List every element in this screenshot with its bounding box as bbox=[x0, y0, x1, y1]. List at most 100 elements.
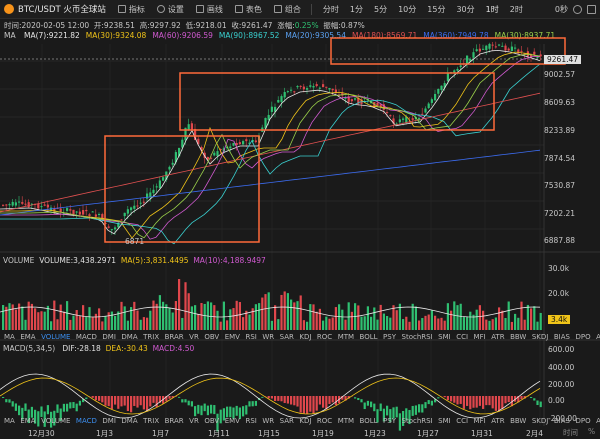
indicator-tab-obv[interactable]: OBV bbox=[204, 333, 219, 341]
macd-bar bbox=[210, 405, 212, 414]
macd-bar bbox=[184, 399, 186, 402]
volume-bar bbox=[271, 321, 273, 330]
macd-bar bbox=[447, 396, 449, 400]
indicator-tab-volume[interactable]: VOLUME bbox=[41, 417, 70, 425]
macd-bar bbox=[120, 396, 122, 406]
indicator-tab-bbw[interactable]: BBW bbox=[510, 417, 526, 425]
candle-body bbox=[354, 98, 356, 99]
macd-bar bbox=[498, 396, 500, 411]
indicator-tab-stochrsi[interactable]: StochRSI bbox=[402, 417, 433, 425]
indicator-tab-atr[interactable]: ATR bbox=[491, 333, 504, 341]
volume-bar bbox=[488, 321, 490, 330]
indicator-tab-brar[interactable]: BRAR bbox=[165, 333, 184, 341]
indicator-tab-dma[interactable]: DMA bbox=[121, 417, 137, 425]
indicator-tab-roc[interactable]: ROC bbox=[317, 333, 332, 341]
indicator-tab-volume[interactable]: VOLUME bbox=[41, 333, 70, 341]
volume-bar bbox=[504, 318, 506, 330]
indicator-tab-dpo[interactable]: DPO bbox=[575, 417, 590, 425]
macd-tick: 200.00 bbox=[548, 380, 574, 389]
indicator-tab-ema[interactable]: EMA bbox=[20, 333, 35, 341]
indicator-tab-rsi[interactable]: RSI bbox=[245, 333, 256, 341]
indicator-tab-vr[interactable]: VR bbox=[189, 333, 199, 341]
indicator-tab-kdj[interactable]: KDJ bbox=[299, 417, 311, 425]
indicator-tab-kdj[interactable]: KDJ bbox=[299, 333, 311, 341]
candle-body bbox=[476, 49, 478, 51]
indicator-tab-ao[interactable]: AO bbox=[596, 417, 600, 425]
price-tick: 7874.54 bbox=[544, 154, 575, 163]
macd-bar bbox=[108, 396, 110, 406]
indicator-tab-sar[interactable]: SAR bbox=[280, 333, 294, 341]
indicator-tab-dmi[interactable]: DMI bbox=[102, 417, 116, 425]
indicator-tab-cci[interactable]: CCI bbox=[456, 417, 468, 425]
candle-body bbox=[66, 208, 68, 211]
candle-body bbox=[114, 227, 116, 229]
price-tick: 8233.89 bbox=[544, 126, 575, 135]
indicator-tab-bias[interactable]: BIAS bbox=[554, 417, 570, 425]
indicator-tab-psy[interactable]: PSY bbox=[383, 417, 396, 425]
indicator-tab-ema[interactable]: EMA bbox=[20, 417, 35, 425]
macd-bar bbox=[300, 396, 302, 413]
indicator-tab-stochrsi[interactable]: StochRSI bbox=[402, 333, 433, 341]
macd-bar bbox=[485, 396, 487, 405]
indicator-tab-emv[interactable]: EMV bbox=[225, 333, 240, 341]
macd-bar bbox=[290, 396, 292, 405]
indicator-tab-macd[interactable]: MACD bbox=[76, 333, 97, 341]
indicator-tab-brar[interactable]: BRAR bbox=[165, 417, 184, 425]
indicator-tab-macd[interactable]: MACD bbox=[76, 417, 97, 425]
indicator-tab-psy[interactable]: PSY bbox=[383, 333, 396, 341]
volume-bar bbox=[261, 298, 263, 330]
indicator-tab-dma[interactable]: DMA bbox=[121, 333, 137, 341]
indicator-tab-boll[interactable]: BOLL bbox=[360, 333, 378, 341]
macd-bar bbox=[268, 396, 270, 398]
indicator-tab-ma[interactable]: MA bbox=[4, 333, 15, 341]
indicator-tab-smi[interactable]: SMI bbox=[438, 333, 451, 341]
indicator-tab-atr[interactable]: ATR bbox=[491, 417, 504, 425]
macd-bar bbox=[312, 396, 314, 413]
indicator-tab-sar[interactable]: SAR bbox=[280, 417, 294, 425]
macd-bar bbox=[466, 396, 468, 406]
volume-bar bbox=[280, 295, 282, 330]
indicator-tab-obv[interactable]: OBV bbox=[204, 417, 219, 425]
indicator-tab-cci[interactable]: CCI bbox=[456, 333, 468, 341]
volume-bar bbox=[229, 309, 231, 330]
volume-bar bbox=[447, 303, 449, 330]
indicator-tab-mtm[interactable]: MTM bbox=[338, 417, 354, 425]
macd-bar bbox=[306, 396, 308, 414]
macd-bar bbox=[533, 398, 535, 400]
indicator-tab-smi[interactable]: SMI bbox=[438, 417, 451, 425]
volume-bar bbox=[277, 319, 279, 330]
candle-body bbox=[120, 219, 122, 220]
indicator-tab-wr[interactable]: WR bbox=[262, 417, 274, 425]
indicator-tab-skdj[interactable]: SKDJ bbox=[532, 417, 549, 425]
volume-bar bbox=[319, 309, 321, 330]
indicator-tab-boll[interactable]: BOLL bbox=[360, 417, 378, 425]
indicator-tab-trix[interactable]: TRIX bbox=[143, 417, 159, 425]
volume-tick: 30.0k bbox=[548, 264, 569, 273]
macd-bar bbox=[520, 396, 522, 399]
volume-header: VOLUME VOLUME:3,438.2971 MA(5):3,831.449… bbox=[3, 256, 266, 265]
percent-tag[interactable]: % bbox=[588, 427, 595, 436]
indicator-tab-mfi[interactable]: MFI bbox=[474, 417, 486, 425]
candle-body bbox=[492, 45, 494, 46]
indicator-tab-roc[interactable]: ROC bbox=[317, 417, 332, 425]
indicator-tab-mtm[interactable]: MTM bbox=[338, 333, 354, 341]
macd-bar bbox=[12, 401, 14, 406]
indicator-tab-emv[interactable]: EMV bbox=[225, 417, 240, 425]
macd-bar bbox=[536, 401, 538, 406]
macd-bar bbox=[482, 396, 484, 409]
indicator-tab-vr[interactable]: VR bbox=[189, 417, 199, 425]
volume-bar bbox=[463, 317, 465, 330]
indicator-tab-mfi[interactable]: MFI bbox=[474, 333, 486, 341]
indicator-tab-ma[interactable]: MA bbox=[4, 417, 15, 425]
volume-bar bbox=[223, 302, 225, 330]
macd-bar bbox=[2, 397, 4, 398]
indicator-tab-trix[interactable]: TRIX bbox=[143, 333, 159, 341]
indicator-tab-rsi[interactable]: RSI bbox=[245, 417, 256, 425]
indicator-tab-bbw[interactable]: BBW bbox=[510, 333, 526, 341]
candle-body bbox=[322, 84, 324, 87]
indicator-tab-wr[interactable]: WR bbox=[262, 333, 274, 341]
indicator-tab-dmi[interactable]: DMI bbox=[102, 333, 116, 341]
volume-bar bbox=[501, 311, 503, 330]
